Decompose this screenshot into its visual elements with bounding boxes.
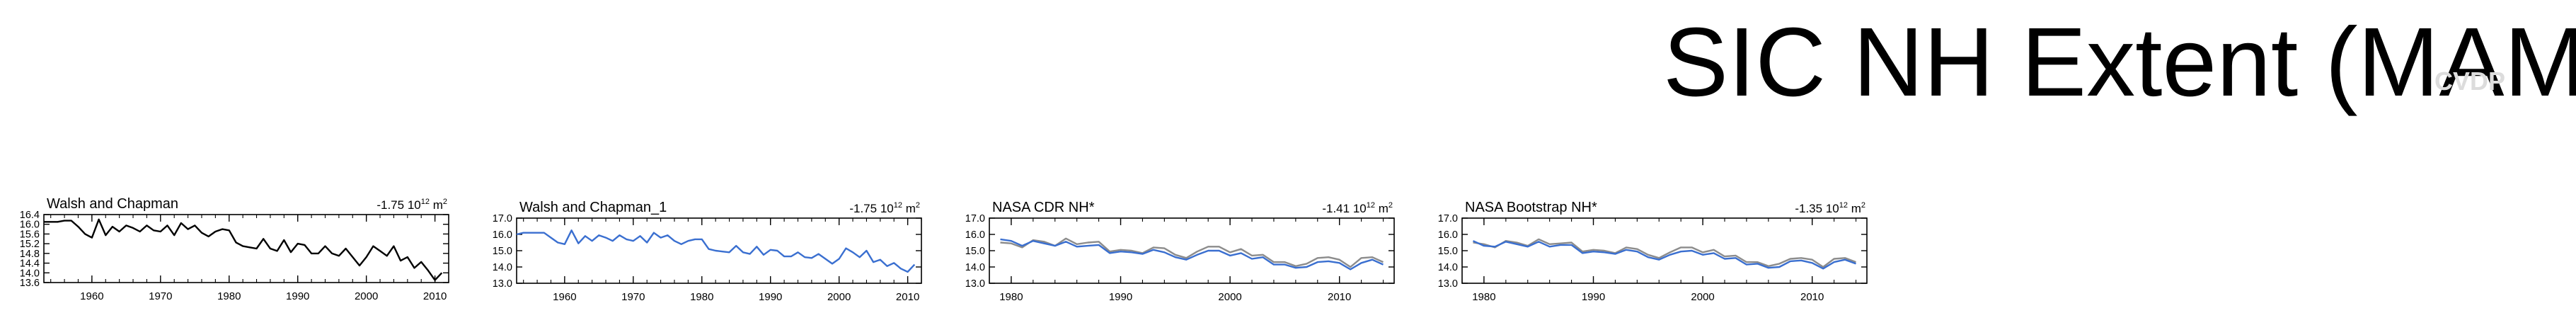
y-tick-label: 16.0 <box>20 220 40 231</box>
x-tick-label: 2010 <box>1800 291 1824 303</box>
x-tick-label: 1990 <box>1109 291 1132 303</box>
plot-frame <box>989 217 1395 284</box>
y-tick-label: 16.0 <box>965 229 985 241</box>
y-tick-label: 15.2 <box>20 239 40 250</box>
y-tick-label: 14.0 <box>965 262 985 273</box>
y-tick-label: 13.0 <box>493 278 512 290</box>
x-tick-label: 2000 <box>355 290 378 302</box>
y-tick-label: 16.0 <box>1438 229 1458 241</box>
series-line <box>1000 237 1384 268</box>
y-tick-label: 14.8 <box>20 249 40 260</box>
x-tick-label: 2010 <box>1328 291 1351 303</box>
x-tick-label: 1960 <box>80 290 103 302</box>
trend-annotation: -1.35 1012 m2 <box>1795 201 1865 215</box>
plot-frame <box>1461 217 1868 284</box>
trend-annotation: -1.75 1012 m2 <box>376 198 447 212</box>
x-tick-label: 1990 <box>1582 291 1605 303</box>
series-line <box>44 218 443 281</box>
x-tick-label: 1980 <box>1472 291 1495 303</box>
x-tick-label: 2000 <box>827 291 851 303</box>
trend-annotation: -1.41 1012 m2 <box>1322 201 1393 215</box>
y-tick-label: 15.0 <box>1438 246 1458 257</box>
x-tick-label: 1980 <box>999 291 1023 303</box>
y-tick-label: 16.4 <box>20 210 40 221</box>
chart-panel-3: 13.0 14.0 15.0 16.0 17.0 1980 1990 2000 2010 NASA… <box>965 200 1395 303</box>
y-tick-label: 17.0 <box>1438 213 1458 224</box>
chart-title: Walsh and Chapman_1 <box>519 200 667 215</box>
chart-panel-4: 13.0 14.0 15.0 16.0 17.0 1980 1990 2000 2010 NASA… <box>1438 200 1868 303</box>
series-line <box>1473 238 1856 268</box>
x-tick-label: 1980 <box>217 290 241 302</box>
series-line <box>1000 238 1384 271</box>
x-tick-label: 1960 <box>553 291 576 303</box>
y-tick-label: 15.6 <box>20 229 40 240</box>
series-line <box>516 229 916 273</box>
y-tick-label: 15.0 <box>493 246 512 257</box>
chart-title: Walsh and Chapman <box>47 196 178 212</box>
plot-frame <box>43 214 449 283</box>
y-tick-label: 17.0 <box>493 213 512 224</box>
series-line <box>1473 240 1856 270</box>
watermark-logo: CVDP <box>2434 67 2506 96</box>
y-tick-label: 17.0 <box>965 213 985 224</box>
y-tick-label: 13.0 <box>965 278 985 290</box>
trend-annotation: -1.75 1012 m2 <box>849 201 920 215</box>
chart-panel-2: 13.0 14.0 15.0 16.0 17.0 1960 1970 1980 1990 2000… <box>493 200 922 303</box>
y-tick-label: 14.0 <box>1438 262 1458 273</box>
x-tick-label: 1990 <box>286 290 309 302</box>
x-tick-label: 1970 <box>621 291 645 303</box>
x-tick-label: 1970 <box>149 290 172 302</box>
y-tick-label: 15.0 <box>965 246 985 257</box>
page-title: SIC NH Extent (MAM) <box>1663 8 2576 117</box>
chart-title: NASA CDR NH* <box>992 200 1095 215</box>
y-tick-label: 13.0 <box>1438 278 1458 290</box>
y-tick-label: 16.0 <box>493 229 512 241</box>
x-tick-label: 2010 <box>896 291 919 303</box>
y-tick-label: 13.6 <box>20 278 40 289</box>
x-tick-label: 1980 <box>690 291 713 303</box>
x-tick-label: 2000 <box>1691 291 1714 303</box>
y-tick-label: 14.4 <box>20 258 40 270</box>
x-tick-label: 2010 <box>423 290 447 302</box>
x-tick-label: 2000 <box>1218 291 1241 303</box>
y-tick-label: 14.0 <box>20 268 40 279</box>
x-tick-label: 1990 <box>759 291 782 303</box>
y-tick-label: 14.0 <box>493 262 512 273</box>
chart-title: NASA Bootstrap NH* <box>1465 200 1597 215</box>
chart-panel-1: 13.614.014.414.815.215.616.016.4 1960 1970… <box>20 196 449 302</box>
